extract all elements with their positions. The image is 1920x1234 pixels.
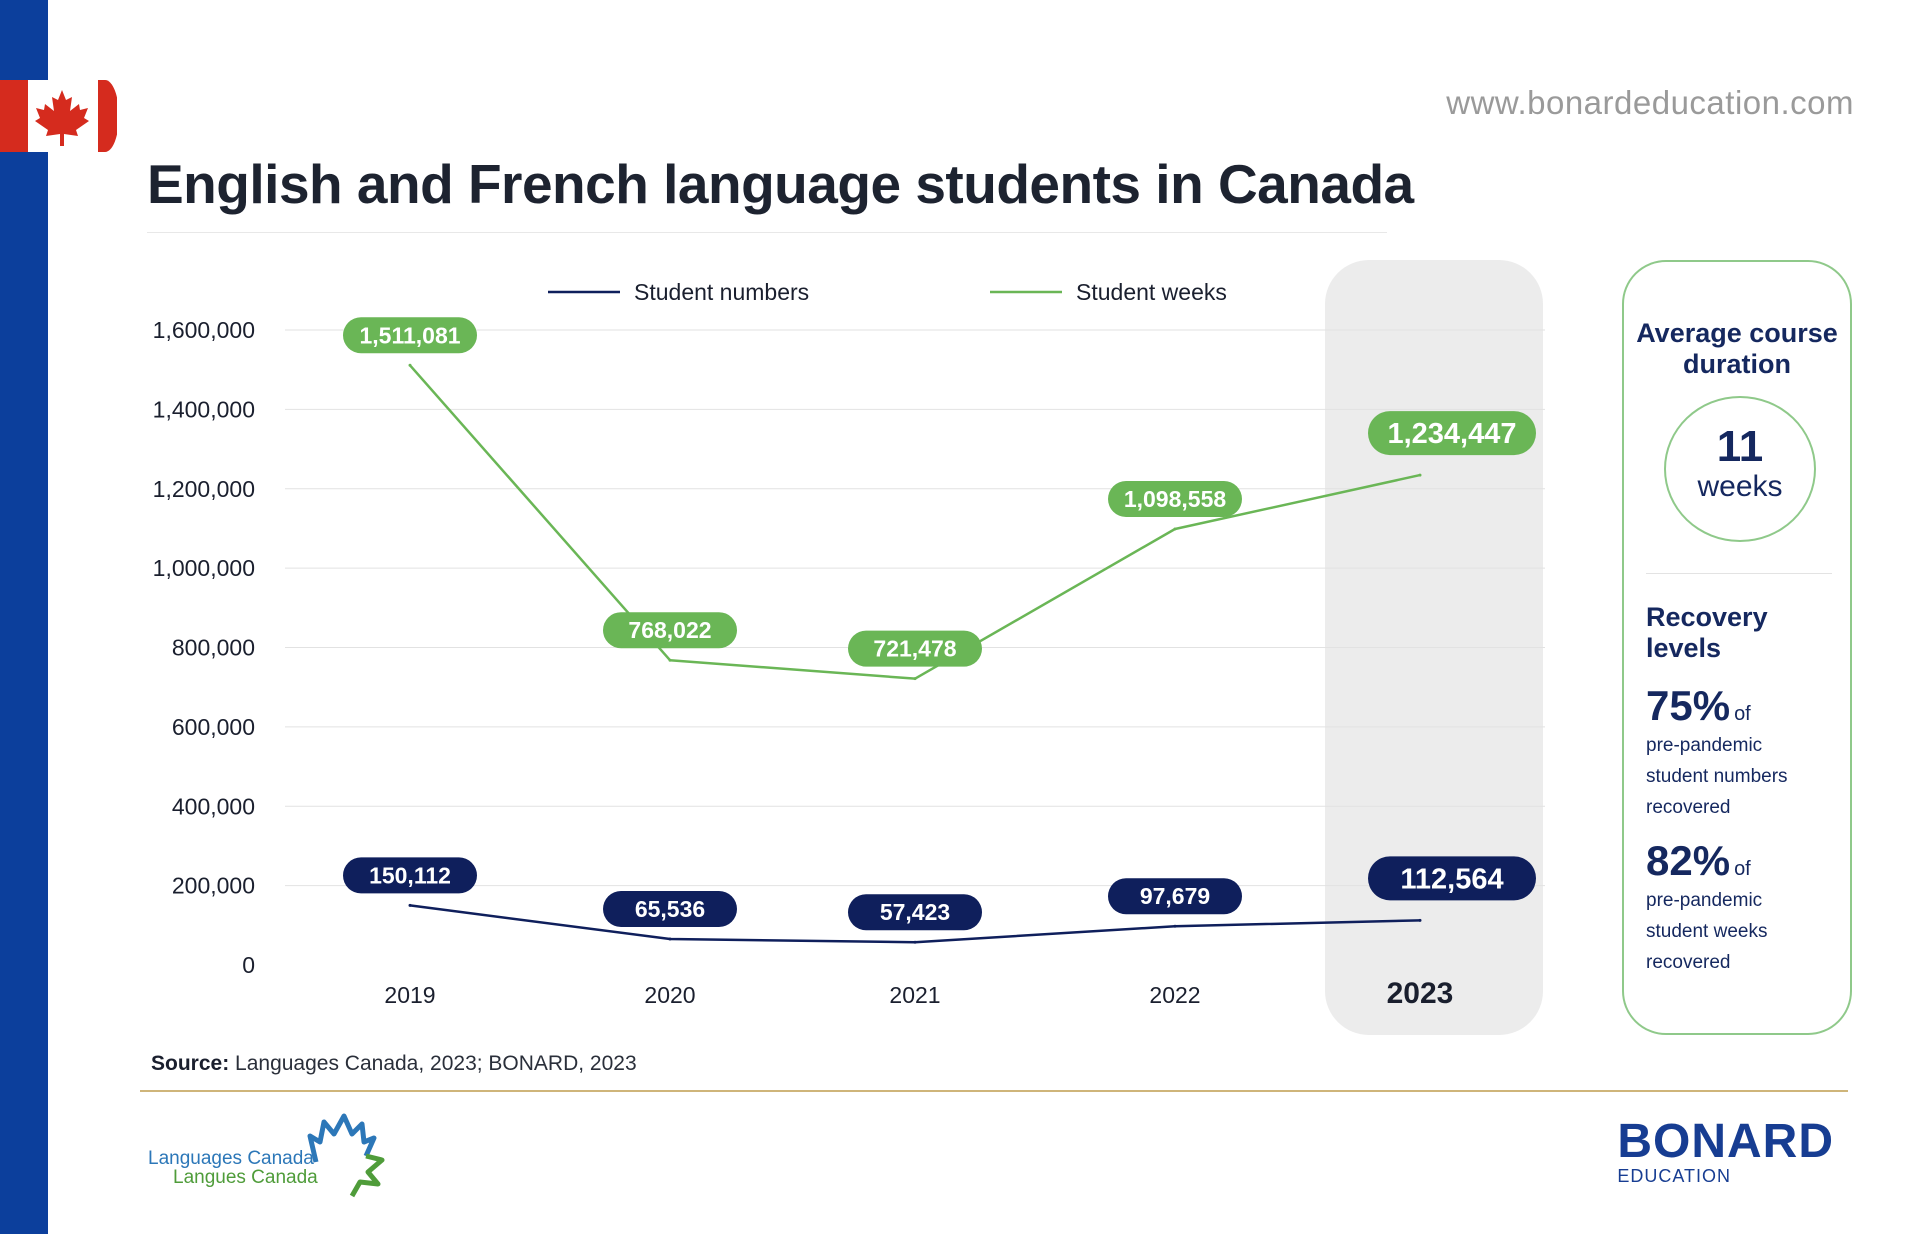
data-point bbox=[668, 658, 672, 662]
languages-canada-text: Languages Canada bbox=[148, 1148, 314, 1169]
duration-value: 11 bbox=[1716, 422, 1764, 471]
recovery-heading-line-2: levels bbox=[1646, 633, 1722, 663]
data-label-pill bbox=[848, 630, 982, 667]
canada-flag-icon bbox=[0, 80, 117, 152]
recovery-of: of bbox=[1734, 703, 1751, 725]
data-label-pill bbox=[343, 317, 477, 354]
stats-panel: Average course duration 11 weeks Recover… bbox=[1622, 260, 1852, 1035]
y-tick-label: 600,000 bbox=[172, 714, 255, 740]
data-point bbox=[913, 677, 917, 681]
recovery-heading-line-1: Recovery bbox=[1646, 602, 1768, 632]
data-label: 721,478 bbox=[873, 636, 956, 662]
data-point bbox=[1173, 924, 1177, 928]
data-label-pill bbox=[848, 894, 982, 931]
side-accent-bar bbox=[0, 0, 48, 1234]
data-label-pill bbox=[1368, 411, 1536, 456]
data-label-pill bbox=[603, 612, 737, 649]
y-tick-label: 0 bbox=[242, 952, 255, 978]
y-tick-label: 1,200,000 bbox=[153, 476, 255, 502]
recovery-text-line-3: recovered bbox=[1646, 952, 1731, 973]
recovery-item-weeks: 82% of pre-pandemic student weeks recover… bbox=[1646, 837, 1767, 978]
data-point bbox=[668, 937, 672, 941]
data-label: 1,234,447 bbox=[1387, 418, 1516, 450]
data-label: 97,679 bbox=[1140, 883, 1210, 909]
data-point bbox=[408, 363, 412, 367]
source-text: Languages Canada, 2023; BONARD, 2023 bbox=[235, 1052, 637, 1075]
x-tick-label: 2023 bbox=[1387, 977, 1454, 1010]
duration-heading: Average course duration bbox=[1624, 318, 1850, 380]
bonard-subtitle: EDUCATION bbox=[1617, 1166, 1732, 1186]
data-point bbox=[1418, 473, 1422, 477]
recovery-text-line-2: student weeks bbox=[1646, 921, 1768, 942]
data-label-pill bbox=[343, 857, 477, 894]
x-tick-label: 2021 bbox=[889, 982, 940, 1008]
title-divider bbox=[147, 232, 1387, 233]
data-label-pill bbox=[1368, 856, 1536, 901]
data-label: 150,112 bbox=[369, 862, 451, 888]
data-label: 65,536 bbox=[635, 896, 705, 922]
y-tick-label: 400,000 bbox=[172, 793, 255, 819]
website-url: www.bonardeducation.com bbox=[1446, 84, 1854, 121]
recovery-heading: Recovery levels bbox=[1646, 602, 1768, 664]
legend-label: Student numbers bbox=[634, 279, 809, 305]
recovery-percent: 75% bbox=[1646, 682, 1731, 729]
y-tick-label: 200,000 bbox=[172, 873, 255, 899]
langues-canada-text: Langues Canada bbox=[173, 1167, 318, 1188]
x-tick-label: 2019 bbox=[384, 982, 435, 1008]
data-point bbox=[913, 940, 917, 944]
data-point bbox=[1418, 918, 1422, 922]
data-point bbox=[408, 903, 412, 907]
data-label-pill bbox=[1108, 481, 1242, 518]
data-label: 57,423 bbox=[880, 899, 950, 925]
bonard-logo: BONARD EDUCATION bbox=[1617, 1118, 1834, 1187]
legend-label: Student weeks bbox=[1076, 279, 1227, 305]
duration-circle: 11 weeks bbox=[1664, 396, 1816, 542]
languages-canada-maple-icon bbox=[307, 1113, 385, 1198]
y-tick-label: 800,000 bbox=[172, 635, 255, 661]
data-label-pill bbox=[1108, 878, 1242, 915]
duration-heading-line-1: Average course bbox=[1636, 318, 1838, 348]
data-label: 1,511,081 bbox=[359, 322, 460, 348]
bonard-wordmark: BONARD bbox=[1617, 1115, 1834, 1168]
panel-divider bbox=[1646, 573, 1832, 574]
source-note: Source: Languages Canada, 2023; BONARD, … bbox=[151, 1052, 637, 1076]
footer-divider bbox=[140, 1090, 1848, 1092]
data-point bbox=[1173, 527, 1177, 531]
recovery-item-numbers: 75% of pre-pandemic student numbers recov… bbox=[1646, 682, 1788, 823]
x-tick-label: 2022 bbox=[1149, 982, 1200, 1008]
x-tick-label: 2020 bbox=[644, 982, 695, 1008]
recovery-text-line-2: student numbers bbox=[1646, 766, 1788, 787]
y-tick-label: 1,400,000 bbox=[153, 396, 255, 422]
recovery-of: of bbox=[1734, 858, 1751, 880]
recovery-percent: 82% bbox=[1646, 837, 1731, 884]
recovery-text-line-3: recovered bbox=[1646, 797, 1731, 818]
y-tick-label: 1,600,000 bbox=[153, 317, 255, 343]
duration-unit: weeks bbox=[1697, 470, 1783, 503]
line-chart: 0 200,000 400,000 600,000 800,000 1,000,000 1,… bbox=[153, 260, 1545, 1035]
y-tick-label: 1,000,000 bbox=[153, 555, 255, 581]
data-label: 768,022 bbox=[628, 617, 711, 643]
source-label: Source: bbox=[151, 1052, 230, 1075]
data-label-pill bbox=[603, 890, 737, 927]
duration-heading-line-2: duration bbox=[1683, 349, 1791, 379]
chart-title: English and French language students in … bbox=[147, 153, 1414, 215]
recovery-text-line-1: pre-pandemic bbox=[1646, 735, 1763, 756]
data-label: 1,098,558 bbox=[1124, 486, 1227, 512]
recovery-text-line-1: pre-pandemic bbox=[1646, 890, 1763, 911]
data-label: 112,564 bbox=[1400, 863, 1503, 895]
